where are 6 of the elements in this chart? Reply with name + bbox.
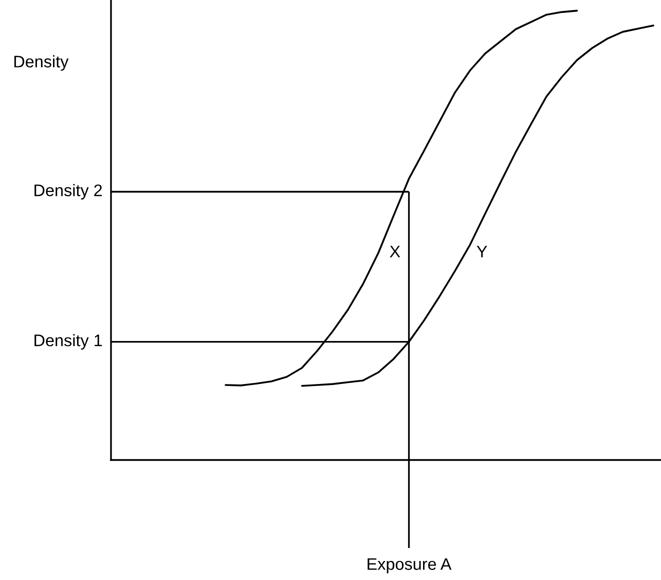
- ref-line-label: Density 1: [34, 334, 102, 350]
- y-axis-title: Density: [14, 55, 69, 71]
- series-label: Y: [476, 246, 488, 258]
- text: Exposure A: [368, 558, 452, 574]
- ref-line-label: Density 2: [34, 184, 102, 200]
- series-label: X: [390, 246, 400, 258]
